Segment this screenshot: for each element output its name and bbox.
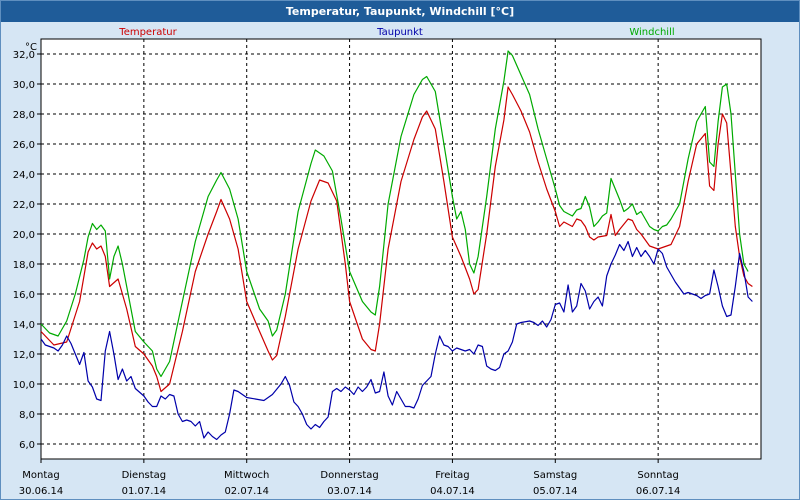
series-windchill — [40, 50, 749, 378]
x-tick-date: 05.07.14 — [533, 486, 578, 497]
y-tick-label: 8,0 — [19, 410, 35, 421]
y-tick-label: 30,0 — [13, 80, 35, 91]
x-tick-date: 06.07.14 — [636, 486, 681, 497]
x-tick-weekday: Sonntag — [637, 470, 679, 481]
x-tick-date: 03.07.14 — [327, 486, 372, 497]
legend-temperatur: Temperatur — [118, 27, 177, 38]
x-tick-date: 02.07.14 — [224, 486, 269, 497]
y-tick-label: 22,0 — [13, 200, 35, 211]
x-tick-weekday: Montag — [22, 470, 59, 481]
y-tick-label: 16,0 — [13, 290, 35, 301]
y-tick-label: 18,0 — [13, 260, 35, 271]
y-tick-label: 26,0 — [13, 140, 35, 151]
x-tick-date: 04.07.14 — [430, 486, 475, 497]
x-tick-weekday: Mittwoch — [224, 470, 269, 481]
plot-area — [40, 38, 762, 460]
x-tick-weekday: Samstag — [533, 470, 577, 481]
series-taupunkt — [40, 240, 753, 441]
x-tick-date: 01.07.14 — [122, 486, 167, 497]
legend-taupunkt: Taupunkt — [376, 27, 423, 38]
y-axis-unit: °C — [25, 42, 37, 53]
y-tick-label: 28,0 — [13, 110, 35, 121]
y-tick-label: 20,0 — [13, 230, 35, 241]
x-tick-weekday: Dienstag — [122, 470, 167, 481]
x-axis: Montag 30.06.14 Dienstag 01.07.14 Mittwoch 02… — [19, 459, 681, 497]
y-tick-label: 12,0 — [13, 350, 35, 361]
x-tick-weekday: Freitag — [435, 470, 469, 481]
legend-windchill: Windchill — [629, 27, 674, 38]
series-lines — [40, 50, 753, 441]
series-temperatur — [40, 86, 753, 393]
x-tick-weekday: Donnerstag — [320, 470, 378, 481]
grid — [41, 39, 761, 459]
y-axis: 6,0 8,0 10,0 12,0 14,0 16,0 18,0 20,0 22,0 24,0 26… — [13, 50, 41, 451]
y-tick-label: 6,0 — [19, 440, 35, 451]
y-tick-label: 14,0 — [13, 320, 35, 331]
chart-title: Temperatur, Taupunkt, Windchill [°C] — [1, 1, 799, 22]
x-tick-date: 30.06.14 — [19, 486, 64, 497]
y-tick-label: 10,0 — [13, 380, 35, 391]
y-tick-label: 24,0 — [13, 170, 35, 181]
y-tick-label: 32,0 — [13, 50, 35, 61]
